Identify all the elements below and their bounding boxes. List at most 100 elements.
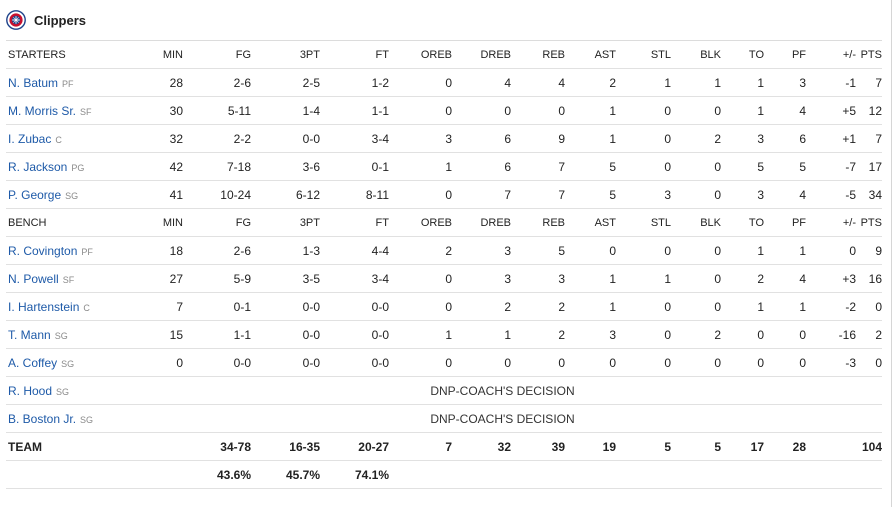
column-header-dreb: DREB <box>452 208 511 237</box>
stat-dreb: 2 <box>452 292 511 321</box>
stat-to: 0 <box>721 348 764 377</box>
player-name-link[interactable]: N. Powell <box>8 271 59 286</box>
stat-ft: 8-11 <box>320 180 389 209</box>
player-cell: I. Zubac C <box>6 124 123 153</box>
player-cell: I. Hartenstein C <box>6 292 123 321</box>
stat-to: 1 <box>721 96 764 125</box>
column-header-stl: STL <box>616 208 671 237</box>
column-header-to: TO <box>721 208 764 237</box>
total-pf: 28 <box>764 432 806 461</box>
column-header-reb: REB <box>511 208 565 237</box>
dnp-status: DNP-COACH'S DECISION <box>123 404 882 433</box>
column-header-ft: FT <box>320 40 389 69</box>
column-header-blk: BLK <box>671 208 721 237</box>
stat-reb: 9 <box>511 124 565 153</box>
stat-oreb: 0 <box>389 264 452 293</box>
player-name-link[interactable]: B. Boston Jr. <box>8 411 77 426</box>
stat-oreb: 2 <box>389 236 452 265</box>
stat-3pt: 1-4 <box>251 96 320 125</box>
stat-plus-minus: -7 <box>806 152 856 181</box>
stat-ast: 3 <box>565 320 616 349</box>
pct-min <box>123 460 183 489</box>
stat-dreb: 4 <box>452 68 511 97</box>
stat-blk: 0 <box>671 152 721 181</box>
player-name-link[interactable]: I. Hartenstein <box>8 299 80 314</box>
team-name: Clippers <box>34 12 87 28</box>
pct-oreb <box>389 460 452 489</box>
percentages-label <box>6 460 123 489</box>
stat-ft: 4-4 <box>320 236 389 265</box>
stat-3pt: 2-5 <box>251 68 320 97</box>
player-name-link[interactable]: R. Jackson <box>8 159 68 174</box>
total-fg: 34-78 <box>183 432 251 461</box>
player-name-link[interactable]: T. Mann <box>8 327 51 342</box>
player-name-link[interactable]: N. Batum <box>8 75 59 90</box>
stat-plus-minus: +1 <box>806 124 856 153</box>
player-row: P. George SG 41 10-24 6-12 8-11 0 7 7 5 3 0 3 4 -5 34 <box>6 180 882 209</box>
stat-3pt: 0-0 <box>251 320 320 349</box>
stat-reb: 5 <box>511 236 565 265</box>
total-blk: 5 <box>671 432 721 461</box>
total-min <box>123 432 183 461</box>
column-header-fg: FG <box>183 208 251 237</box>
pct-pts <box>856 460 882 489</box>
player-cell: M. Morris Sr. SF <box>6 96 123 125</box>
stat-3pt: 0-0 <box>251 292 320 321</box>
clippers-logo-icon <box>6 10 26 30</box>
player-name-link[interactable]: P. George <box>8 187 62 202</box>
stat-min: 0 <box>123 348 183 377</box>
player-row: I. Zubac C 32 2-2 0-0 3-4 3 6 9 1 0 2 3 6 +1 7 <box>6 124 882 153</box>
player-cell: A. Coffey SG <box>6 348 123 377</box>
player-row: N. Powell SF 27 5-9 3-5 3-4 0 3 3 1 1 0 2 4 +3 16 <box>6 264 882 293</box>
column-header-fg: FG <box>183 40 251 69</box>
player-name-link[interactable]: A. Coffey <box>8 355 58 370</box>
stat-min: 30 <box>123 96 183 125</box>
player-name-link[interactable]: M. Morris Sr. <box>8 103 76 118</box>
player-row: I. Hartenstein C 7 0-1 0-0 0-0 0 2 2 1 0 0 1 1 -2 0 <box>6 292 882 321</box>
player-name-link[interactable]: I. Zubac <box>8 131 52 146</box>
player-row: R. Jackson PG 42 7-18 3-6 0-1 1 6 7 5 0 0 5 5 -7 17 <box>6 152 882 181</box>
stat-fg: 7-18 <box>183 152 251 181</box>
stat-ast: 2 <box>565 68 616 97</box>
player-position: SG <box>80 414 94 425</box>
stat-plus-minus: -5 <box>806 180 856 209</box>
pct-stl <box>616 460 671 489</box>
team-totals-label: TEAM <box>6 432 123 461</box>
stat-fg: 5-9 <box>183 264 251 293</box>
stat-reb: 3 <box>511 264 565 293</box>
column-header-dreb: DREB <box>452 40 511 69</box>
player-name-link[interactable]: R. Hood <box>8 383 53 398</box>
stat-pf: 4 <box>764 180 806 209</box>
section-label: BENCH <box>6 208 123 237</box>
stat-to: 1 <box>721 292 764 321</box>
player-row: R. Hood SG DNP-COACH'S DECISION <box>6 376 882 405</box>
stat-plus-minus: +5 <box>806 96 856 125</box>
stat-plus-minus: -2 <box>806 292 856 321</box>
stat-min: 42 <box>123 152 183 181</box>
stat-to: 0 <box>721 320 764 349</box>
stat-pts: 2 <box>856 320 882 349</box>
stat-pts: 12 <box>856 96 882 125</box>
stat-oreb: 0 <box>389 292 452 321</box>
stat-blk: 0 <box>671 348 721 377</box>
column-header-pts: PTS <box>856 40 882 69</box>
stat-ft: 3-4 <box>320 124 389 153</box>
stat-pts: 0 <box>856 348 882 377</box>
stat-min: 32 <box>123 124 183 153</box>
player-row: M. Morris Sr. SF 30 5-11 1-4 1-1 0 0 0 1 0 0 1 4 +5 12 <box>6 96 882 125</box>
column-header-to: TO <box>721 40 764 69</box>
player-name-link[interactable]: R. Covington <box>8 243 78 258</box>
stat-pts: 16 <box>856 264 882 293</box>
player-position: SG <box>56 386 70 397</box>
stat-stl: 0 <box>616 152 671 181</box>
stat-to: 2 <box>721 264 764 293</box>
total-reb: 39 <box>511 432 565 461</box>
stat-3pt: 3-6 <box>251 152 320 181</box>
pct-plus-minus <box>806 460 856 489</box>
stat-blk: 0 <box>671 292 721 321</box>
stat-oreb: 0 <box>389 180 452 209</box>
stat-pf: 1 <box>764 292 806 321</box>
stat-3pt: 0-0 <box>251 348 320 377</box>
stat-stl: 0 <box>616 124 671 153</box>
stat-fg: 10-24 <box>183 180 251 209</box>
